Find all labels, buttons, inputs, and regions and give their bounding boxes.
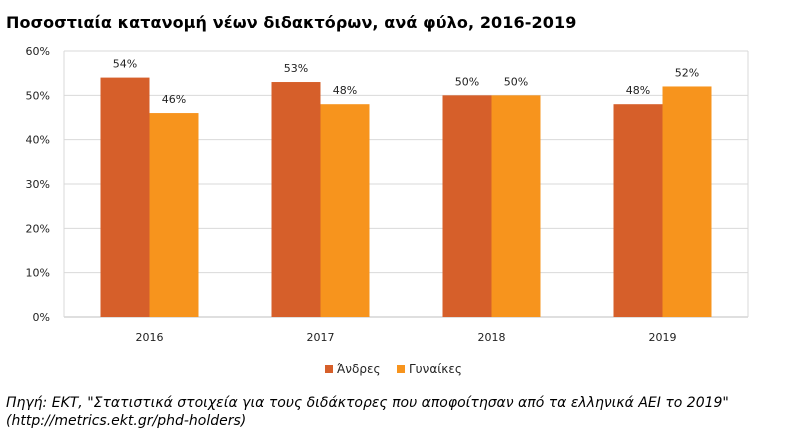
bar-women-2019 — [662, 86, 712, 317]
data-label: 52% — [675, 66, 699, 79]
x-tick-label: 2017 — [307, 331, 335, 344]
source-note: Πηγή: ΕΚΤ, "Στατιστικά στοιχεία για τους… — [6, 394, 729, 430]
data-label: 53% — [284, 62, 308, 75]
y-tick-label: 40% — [26, 134, 50, 147]
x-tick-label: 2016 — [136, 331, 164, 344]
legend-swatch-men — [325, 365, 333, 373]
chart-title: Ποσοστιαία κατανομή νέων διδακτόρων, ανά… — [6, 13, 577, 32]
bar-chart: 0% 10% 20% 30% 40% 50% 60% 54% 46% 2016 53% 48% 2017… — [26, 45, 749, 376]
bar-women-2016 — [149, 113, 199, 317]
bar-women-2018 — [491, 95, 541, 317]
y-tick-label: 0% — [33, 311, 50, 324]
source-link[interactable]: (http://metrics.ekt.gr/phd-holders) — [6, 413, 247, 429]
legend-label: Γυναίκες — [409, 362, 462, 376]
y-tick-label: 50% — [26, 89, 50, 102]
data-label: 48% — [626, 84, 650, 97]
x-tick-label: 2019 — [649, 331, 677, 344]
bar-women-2017 — [320, 104, 370, 317]
legend-swatch-women — [397, 365, 405, 373]
legend-label: Άνδρες — [337, 362, 381, 376]
bar-men-2016 — [100, 77, 150, 317]
data-label: 46% — [162, 93, 186, 106]
data-label: 48% — [333, 84, 357, 97]
bar-men-2017 — [271, 82, 321, 318]
data-label: 54% — [113, 58, 137, 71]
y-tick-label: 60% — [26, 45, 50, 58]
x-tick-label: 2018 — [478, 331, 506, 344]
source-line-1: Πηγή: ΕΚΤ, "Στατιστικά στοιχεία για τους… — [6, 395, 729, 411]
data-label: 50% — [455, 75, 479, 88]
y-tick-label: 20% — [26, 222, 50, 235]
y-tick-label: 30% — [26, 178, 50, 191]
y-tick-label: 10% — [26, 267, 50, 280]
bar-men-2019 — [613, 104, 663, 317]
bar-men-2018 — [442, 95, 492, 317]
data-label: 50% — [504, 75, 528, 88]
